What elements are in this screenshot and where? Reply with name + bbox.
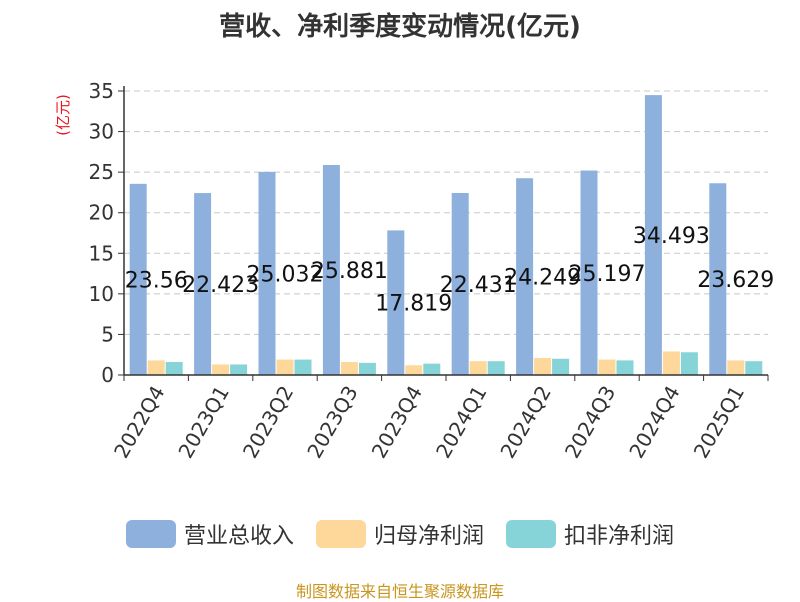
deducted-net-profit-bar bbox=[552, 358, 570, 375]
net-profit-bar bbox=[662, 351, 680, 375]
net-profit-bar bbox=[534, 357, 552, 375]
deducted-net-profit-bar bbox=[680, 352, 698, 375]
source-note: 制图数据来自恒生聚源数据库 bbox=[295, 582, 504, 601]
deducted-net-profit-bar bbox=[616, 360, 634, 375]
data-label: 25.881 bbox=[311, 259, 388, 284]
y-tick-label: 20 bbox=[89, 201, 114, 225]
grid-lines bbox=[124, 90, 768, 335]
legend: 营业总收入 归母净利润 扣非净利润 bbox=[0, 518, 800, 550]
data-label: 22.423 bbox=[182, 273, 259, 298]
revenue-bar bbox=[194, 193, 212, 375]
revenue-bar bbox=[644, 95, 662, 375]
revenue-bar bbox=[129, 183, 147, 375]
legend-swatch-deducted-net-profit bbox=[506, 520, 556, 548]
x-tick-label: 2023Q3 bbox=[302, 382, 362, 463]
deducted-net-profit-bar bbox=[230, 364, 248, 375]
revenue-bar bbox=[387, 230, 405, 375]
y-tick-label: 0 bbox=[101, 363, 114, 387]
y-tick-label: 5 bbox=[101, 322, 114, 346]
net-profit-bar bbox=[212, 364, 230, 375]
x-tick-label: 2023Q1 bbox=[173, 382, 233, 463]
x-tick-label: 2022Q4 bbox=[109, 382, 169, 463]
data-label: 25.032 bbox=[247, 262, 324, 287]
y-tick-label: 35 bbox=[89, 79, 114, 103]
data-label: 24.249 bbox=[504, 266, 581, 291]
net-profit-bar bbox=[147, 360, 165, 375]
net-profit-bar bbox=[727, 360, 745, 375]
x-tick-label: 2024Q2 bbox=[495, 382, 555, 463]
revenue-bar bbox=[580, 170, 598, 375]
net-profit-bar bbox=[276, 359, 294, 375]
legend-swatch-revenue bbox=[125, 520, 176, 548]
y-tick-label: 15 bbox=[89, 241, 114, 265]
data-label: 22.431 bbox=[440, 273, 517, 298]
legend-swatch-net-profit bbox=[315, 520, 366, 548]
deducted-net-profit-bar bbox=[358, 362, 376, 375]
x-tick-label: 2024Q1 bbox=[431, 382, 491, 463]
data-label: 23.56 bbox=[125, 268, 188, 293]
y-tick-label: 10 bbox=[89, 282, 114, 306]
legend-label-revenue: 营业总收入 bbox=[183, 524, 294, 549]
y-tick-label: 30 bbox=[89, 120, 114, 144]
revenue-bar bbox=[709, 183, 727, 375]
x-tick-label: 2025Q1 bbox=[689, 382, 749, 463]
net-profit-bar bbox=[340, 362, 358, 375]
x-tick-label: 2023Q2 bbox=[238, 382, 298, 463]
data-label: 23.629 bbox=[697, 268, 774, 293]
y-axis-label: (亿元) bbox=[54, 94, 72, 136]
data-label: 25.197 bbox=[569, 262, 646, 287]
data-label: 17.819 bbox=[375, 292, 452, 317]
legend-item-revenue[interactable]: 营业总收入 bbox=[125, 518, 294, 550]
deducted-net-profit-bar bbox=[294, 359, 312, 375]
x-tick-label: 2024Q4 bbox=[624, 382, 684, 463]
deducted-net-profit-bar bbox=[423, 363, 441, 375]
legend-label-deducted-net-profit: 扣非净利润 bbox=[564, 524, 675, 549]
chart-title: 营收、净利季度变动情况(亿元) bbox=[219, 12, 581, 42]
net-profit-bar bbox=[598, 359, 616, 375]
bars bbox=[129, 95, 763, 375]
x-tick-label: 2024Q3 bbox=[560, 382, 620, 463]
legend-item-net-profit[interactable]: 归母净利润 bbox=[315, 518, 484, 550]
revenue-bar bbox=[322, 164, 340, 375]
data-label: 34.493 bbox=[633, 224, 710, 249]
revenue-bar bbox=[451, 192, 469, 375]
x-tick-label: 2023Q4 bbox=[367, 382, 427, 463]
net-profit-bar bbox=[469, 361, 487, 375]
deducted-net-profit-bar bbox=[487, 361, 505, 375]
net-profit-bar bbox=[405, 365, 423, 375]
deducted-net-profit-bar bbox=[165, 362, 183, 375]
legend-label-net-profit: 归母净利润 bbox=[373, 524, 484, 549]
y-tick-label: 25 bbox=[89, 160, 114, 184]
revenue-bar bbox=[516, 178, 534, 375]
legend-item-deducted-net-profit[interactable]: 扣非净利润 bbox=[506, 518, 674, 550]
revenue-bar bbox=[258, 171, 276, 375]
deducted-net-profit-bar bbox=[745, 361, 763, 375]
